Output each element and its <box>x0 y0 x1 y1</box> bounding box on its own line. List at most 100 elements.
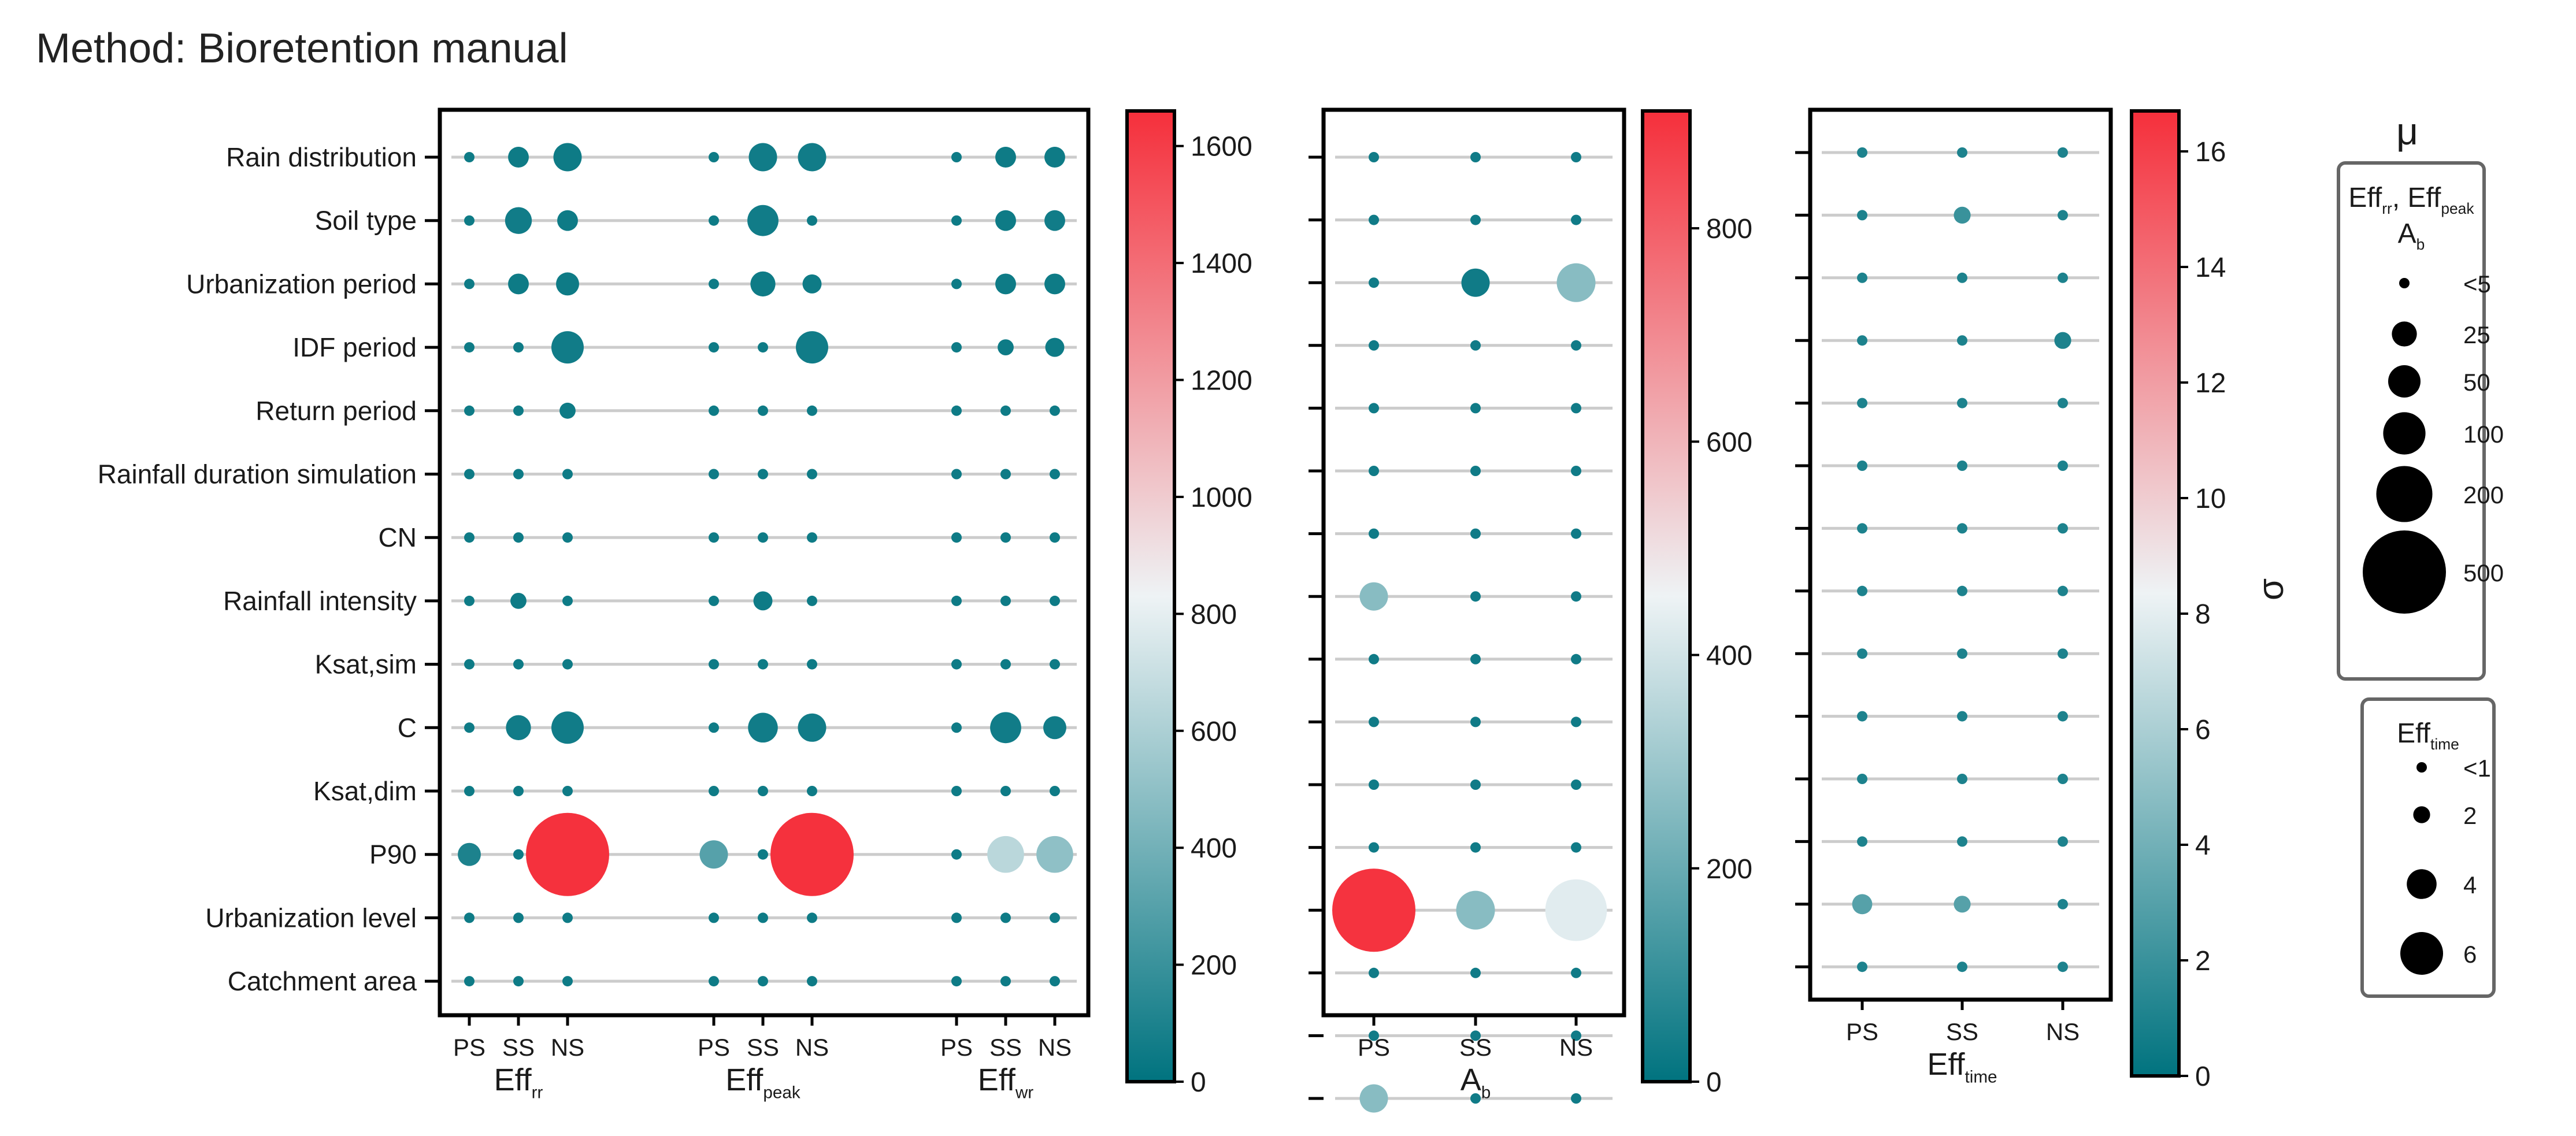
colorbar-tick-label: 800 <box>1706 214 1752 244</box>
bubble <box>2058 147 2068 158</box>
bubble <box>995 147 1016 168</box>
legend-size-marker <box>2413 806 2430 823</box>
bubble <box>513 912 524 923</box>
bubble <box>464 152 475 162</box>
bubble <box>709 976 719 987</box>
bubble <box>1461 268 1490 297</box>
bubble <box>1852 894 1873 915</box>
colorbar-tick-label: 0 <box>1191 1067 1206 1098</box>
bubble <box>562 659 573 670</box>
row-label: Ksat,sim <box>315 649 417 680</box>
bubble <box>1957 461 1967 471</box>
bubble <box>464 532 475 543</box>
bubble <box>1050 786 1060 796</box>
bubble <box>807 912 817 923</box>
bubble <box>807 786 817 796</box>
bubble <box>758 659 768 670</box>
bubble <box>951 279 962 289</box>
bubble <box>758 469 768 480</box>
bubble <box>464 722 475 733</box>
bubble <box>464 342 475 353</box>
bubble <box>1000 469 1011 480</box>
bubble <box>1957 585 1967 596</box>
bubble <box>1857 836 1867 847</box>
colorbar-tick-label: 12 <box>2195 368 2226 399</box>
row-label: Urbanization level <box>205 903 417 933</box>
bubble <box>1571 1030 1581 1041</box>
legend-size-label: 100 <box>2463 421 2504 448</box>
bubble <box>758 976 768 987</box>
bubble <box>513 849 524 860</box>
legend-size-marker <box>2416 762 2427 773</box>
bubble <box>1571 466 1581 476</box>
bubble <box>951 342 962 353</box>
group-axis-label: Effrr​ <box>494 1063 543 1102</box>
bubble <box>1359 582 1388 611</box>
bubble <box>1470 403 1481 414</box>
bubble <box>747 205 779 236</box>
legend-size-label: 200 <box>2463 481 2504 508</box>
bubble <box>1957 272 1967 283</box>
bubble <box>758 532 768 543</box>
size-legend-time: Efftime​<1 2 4 6 <box>2360 697 2496 998</box>
bubble <box>699 840 728 869</box>
x-tick-label: NS <box>795 1034 829 1061</box>
bubble <box>1369 779 1379 790</box>
bubble <box>951 849 962 860</box>
bubble <box>709 469 719 480</box>
legend-size-marker <box>2376 466 2433 522</box>
bubble <box>1470 842 1481 853</box>
bubble <box>1957 836 1967 847</box>
bubble <box>1857 961 1867 972</box>
bubble <box>562 595 573 606</box>
bubble <box>464 215 475 226</box>
panel-area: PS SS NS Ab​ <box>1309 107 1626 1113</box>
colorbar-tick-label: 10 <box>2195 484 2226 514</box>
colorbar-tick-label: 2 <box>2195 946 2211 977</box>
bubble <box>995 210 1016 231</box>
bubble <box>770 812 854 896</box>
colorbar-tick-label: 0 <box>2195 1061 2211 1092</box>
bubble <box>1571 403 1581 414</box>
bubble <box>1369 528 1379 539</box>
bubble <box>709 786 719 796</box>
bubble <box>464 976 475 987</box>
legend-size-marker <box>2383 412 2426 455</box>
bubble <box>1571 842 1581 853</box>
legend-size-label: 25 <box>2463 321 2490 348</box>
bubble <box>1571 340 1581 351</box>
bubble <box>1369 152 1379 162</box>
bubble <box>1857 398 1867 409</box>
bubble <box>1050 532 1060 543</box>
x-tick-label: SS <box>1946 1018 1978 1045</box>
bubble <box>1545 879 1607 941</box>
colorbar-tick-label: 0 <box>1706 1067 1722 1098</box>
bubble <box>1000 659 1011 670</box>
bubble <box>1470 779 1481 790</box>
bubble <box>553 143 582 172</box>
bubble <box>1470 1030 1481 1041</box>
legend-size-label: 4 <box>2463 871 2477 899</box>
bubble <box>1470 591 1481 602</box>
bubble <box>1369 277 1379 288</box>
x-tick-label: SS <box>1459 1034 1492 1061</box>
colorbar-gradient <box>1641 109 1692 1083</box>
bubble <box>758 342 768 353</box>
bubble <box>562 469 573 480</box>
legend-box-title: Ab​ <box>2398 218 2425 253</box>
row-label: P90 <box>369 840 417 870</box>
bubble <box>709 912 719 923</box>
x-tick-label: PS <box>698 1034 730 1061</box>
bubble <box>510 592 527 609</box>
bubble <box>1044 273 1065 295</box>
bubble <box>1957 961 1967 972</box>
row-label: Rainfall intensity <box>223 586 417 616</box>
bubble <box>1857 711 1867 722</box>
bubble <box>562 976 573 987</box>
bubble <box>1571 779 1581 790</box>
bubble <box>1043 716 1066 740</box>
panel-effectiveness: Rain distribution Soil type Urbanization p… <box>98 107 1091 1102</box>
bubble <box>807 215 817 226</box>
bubble <box>556 272 579 296</box>
bubble <box>1045 337 1065 357</box>
